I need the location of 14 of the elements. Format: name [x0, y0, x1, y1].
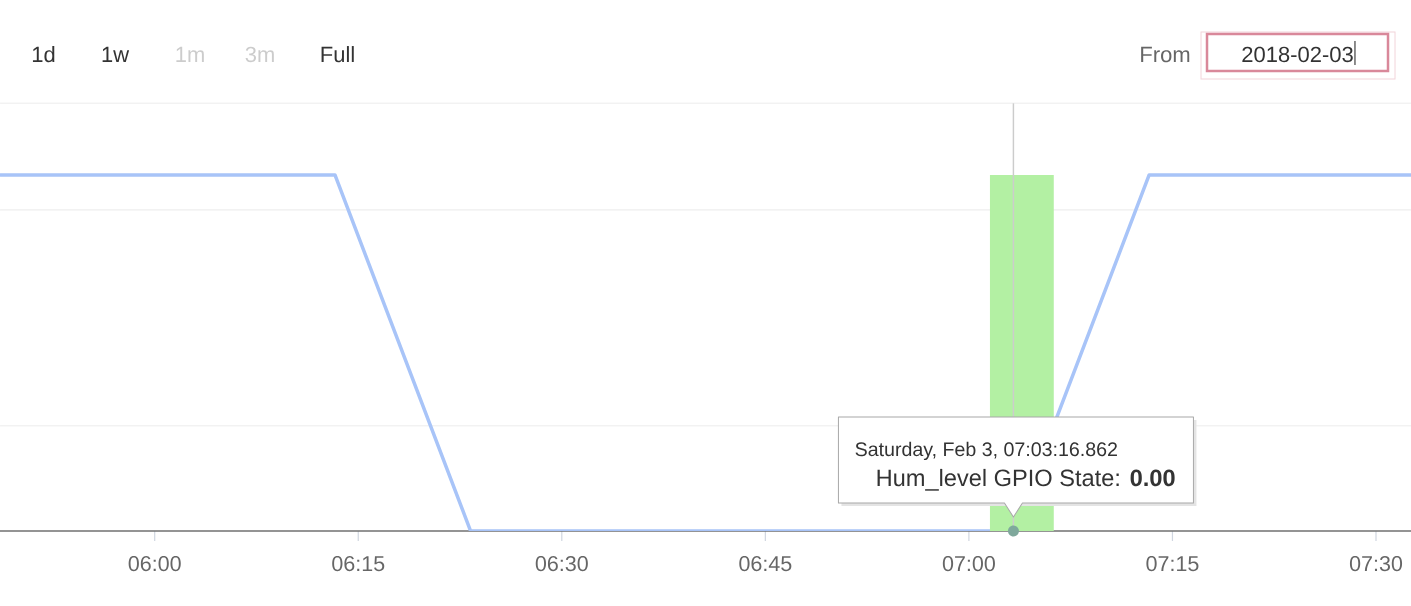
x-tick-label: 06:15	[332, 555, 385, 572]
annotation: Saturday, Feb 3, 07:03:16.862	[855, 441, 1117, 461]
x-tick-label: 07:15	[1146, 555, 1199, 572]
x-tick-label: 07:30	[1349, 555, 1403, 572]
x-tick-label: 06:30	[535, 555, 588, 572]
x-tick-label: 06:45	[739, 555, 792, 572]
text: 2018-02-03	[1242, 46, 1353, 63]
text: 1d	[32, 46, 55, 63]
text: From	[1141, 46, 1190, 63]
text: 1w	[102, 46, 130, 62]
x-tick-label: 06:00	[128, 555, 181, 572]
text: Full	[321, 46, 354, 63]
annotation: Hum_level GPIO State: 0.00	[877, 468, 1175, 491]
x-tick-label: 07:00	[942, 555, 995, 572]
